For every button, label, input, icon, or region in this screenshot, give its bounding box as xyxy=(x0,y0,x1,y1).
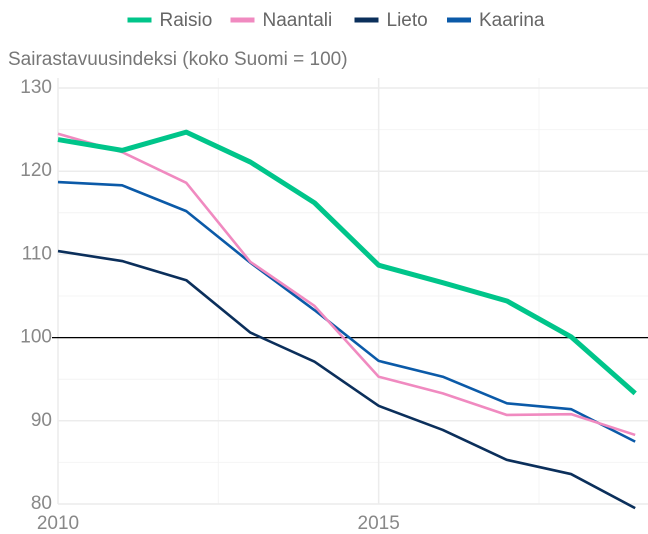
series-line xyxy=(57,249,636,510)
y-tick-label: 110 xyxy=(22,243,52,264)
legend-label: Naantali xyxy=(263,10,333,31)
y-tick-label: 90 xyxy=(31,410,52,431)
y-tick-label: 100 xyxy=(20,327,52,348)
y-tick-label: 80 xyxy=(31,493,52,514)
y-tick-label: 120 xyxy=(20,160,52,181)
x-tick-label: 2015 xyxy=(358,513,400,534)
legend-label: Lieto xyxy=(387,10,428,31)
series-line xyxy=(57,180,636,443)
y-axis-label: Sairastavuusindeksi (koko Suomi = 100) xyxy=(8,49,348,70)
y-tick-label: 130 xyxy=(20,77,52,98)
legend-label: Raisio xyxy=(160,10,213,31)
legend-label: Kaarina xyxy=(479,10,545,31)
x-tick-label: 2010 xyxy=(37,513,79,534)
series-line xyxy=(57,129,637,396)
series-line xyxy=(57,132,636,437)
